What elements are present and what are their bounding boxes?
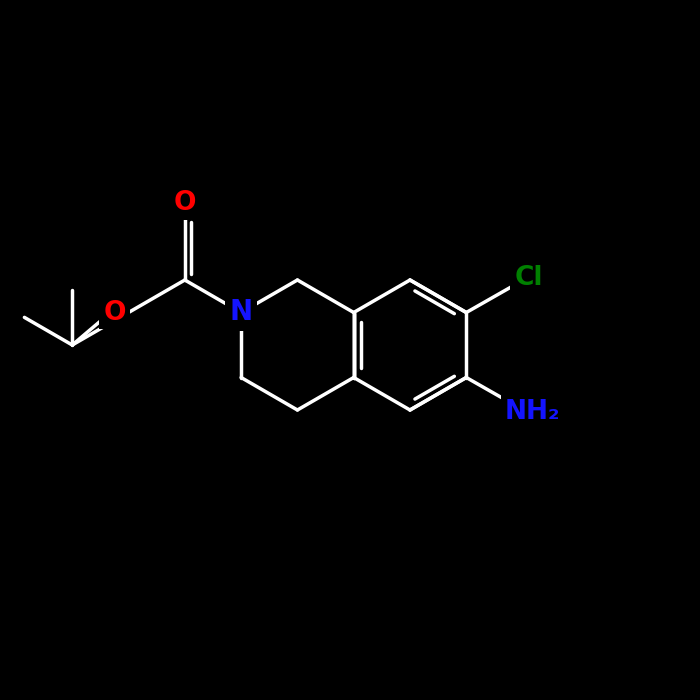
Text: NH₂: NH₂	[505, 399, 560, 425]
Text: O: O	[104, 300, 126, 326]
Text: Cl: Cl	[514, 265, 542, 291]
Text: N: N	[230, 298, 253, 326]
Text: O: O	[174, 190, 196, 216]
